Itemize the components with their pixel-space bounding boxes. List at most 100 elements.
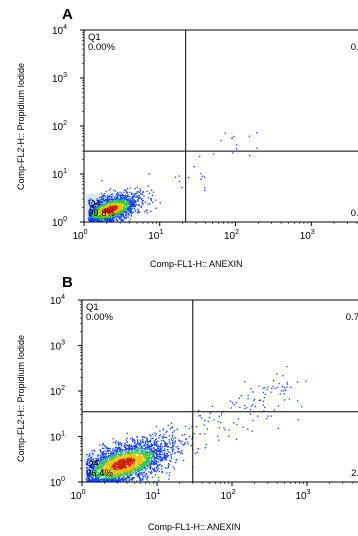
event-dot	[114, 479, 116, 482]
event-dot	[93, 208, 95, 211]
event-dot	[108, 452, 110, 455]
event-dot	[122, 453, 124, 456]
event-dot	[129, 474, 131, 476]
event-dot	[128, 446, 130, 448]
event-dot	[116, 480, 118, 482]
event-dot	[138, 452, 140, 454]
event-dot	[136, 186, 138, 188]
event-dot	[155, 425, 158, 428]
event-dot	[126, 473, 129, 476]
event-dot	[142, 467, 144, 469]
event-dot	[104, 480, 106, 482]
event-dot	[123, 200, 125, 202]
event-dot	[158, 449, 160, 451]
event-dot	[206, 428, 208, 430]
event-dot	[105, 454, 107, 456]
event-dot	[107, 208, 110, 210]
event-dot	[132, 205, 135, 207]
event-dot	[114, 198, 116, 200]
event-dot	[93, 206, 95, 208]
event-dot	[158, 454, 160, 456]
event-dot	[98, 213, 100, 216]
event-dot	[134, 454, 137, 456]
event-dot	[147, 442, 149, 444]
event-dot	[142, 442, 145, 444]
event-dot	[105, 475, 107, 477]
event-dot	[113, 204, 115, 206]
event-dot	[123, 472, 125, 475]
event-dot	[116, 213, 119, 215]
event-dot	[149, 434, 151, 436]
event-dot	[253, 400, 255, 402]
event-dot	[104, 466, 107, 468]
event-dot	[133, 477, 135, 479]
event-dot	[143, 467, 146, 469]
event-dot	[104, 470, 106, 472]
event-dot	[156, 467, 158, 469]
event-dot	[89, 208, 91, 210]
event-dot	[115, 213, 117, 215]
event-dot	[122, 464, 124, 467]
event-dot	[117, 447, 119, 449]
event-dot	[144, 444, 146, 446]
event-dot	[114, 458, 116, 461]
event-dot	[124, 451, 127, 453]
event-dot	[129, 218, 131, 220]
event-dot	[125, 201, 127, 203]
event-dot	[97, 216, 99, 218]
event-dot	[150, 470, 153, 472]
event-dot	[128, 208, 130, 210]
event-dot	[160, 445, 162, 448]
event-dot	[90, 218, 92, 220]
event-dot	[120, 475, 122, 477]
event-dot	[113, 459, 115, 461]
event-dot	[101, 478, 104, 481]
event-dot	[252, 391, 254, 393]
event-dot	[108, 471, 111, 473]
event-dot	[124, 204, 126, 206]
event-dot	[137, 196, 139, 199]
event-dot	[174, 441, 176, 444]
event-dot	[262, 400, 265, 402]
event-dot	[129, 460, 132, 462]
event-dot	[153, 458, 156, 460]
event-dot	[125, 455, 127, 457]
event-dot	[89, 454, 91, 457]
x-tick-exponent: 0	[82, 489, 86, 496]
event-dot	[116, 449, 118, 451]
event-dot	[141, 200, 144, 202]
event-dot	[119, 203, 122, 205]
event-dot	[115, 198, 117, 200]
event-dot	[118, 204, 120, 206]
event-dot	[110, 462, 112, 464]
event-dot	[143, 458, 146, 460]
event-dot	[143, 461, 146, 463]
event-dot	[119, 450, 121, 453]
event-dot	[239, 406, 241, 408]
event-dot	[179, 440, 181, 442]
event-dot	[88, 219, 90, 221]
event-dot	[141, 455, 143, 457]
event-dot	[109, 210, 111, 212]
event-dot	[145, 472, 148, 475]
event-dot	[125, 214, 127, 217]
event-dot	[98, 210, 100, 213]
event-dot	[135, 193, 137, 195]
event-dot	[91, 458, 93, 460]
event-dot	[258, 385, 260, 387]
event-dot	[116, 447, 118, 449]
event-dot	[97, 202, 99, 204]
event-dot	[98, 219, 100, 221]
event-dot	[100, 460, 102, 463]
event-dot	[108, 450, 111, 452]
event-dot	[104, 218, 106, 220]
event-dot	[99, 466, 102, 469]
event-dot	[127, 461, 129, 463]
event-dot	[205, 443, 207, 446]
event-dot	[156, 455, 158, 457]
event-dot	[119, 448, 122, 450]
event-dot	[87, 478, 90, 480]
event-dot	[96, 467, 98, 469]
event-dot	[108, 467, 111, 469]
event-dot	[99, 196, 101, 199]
